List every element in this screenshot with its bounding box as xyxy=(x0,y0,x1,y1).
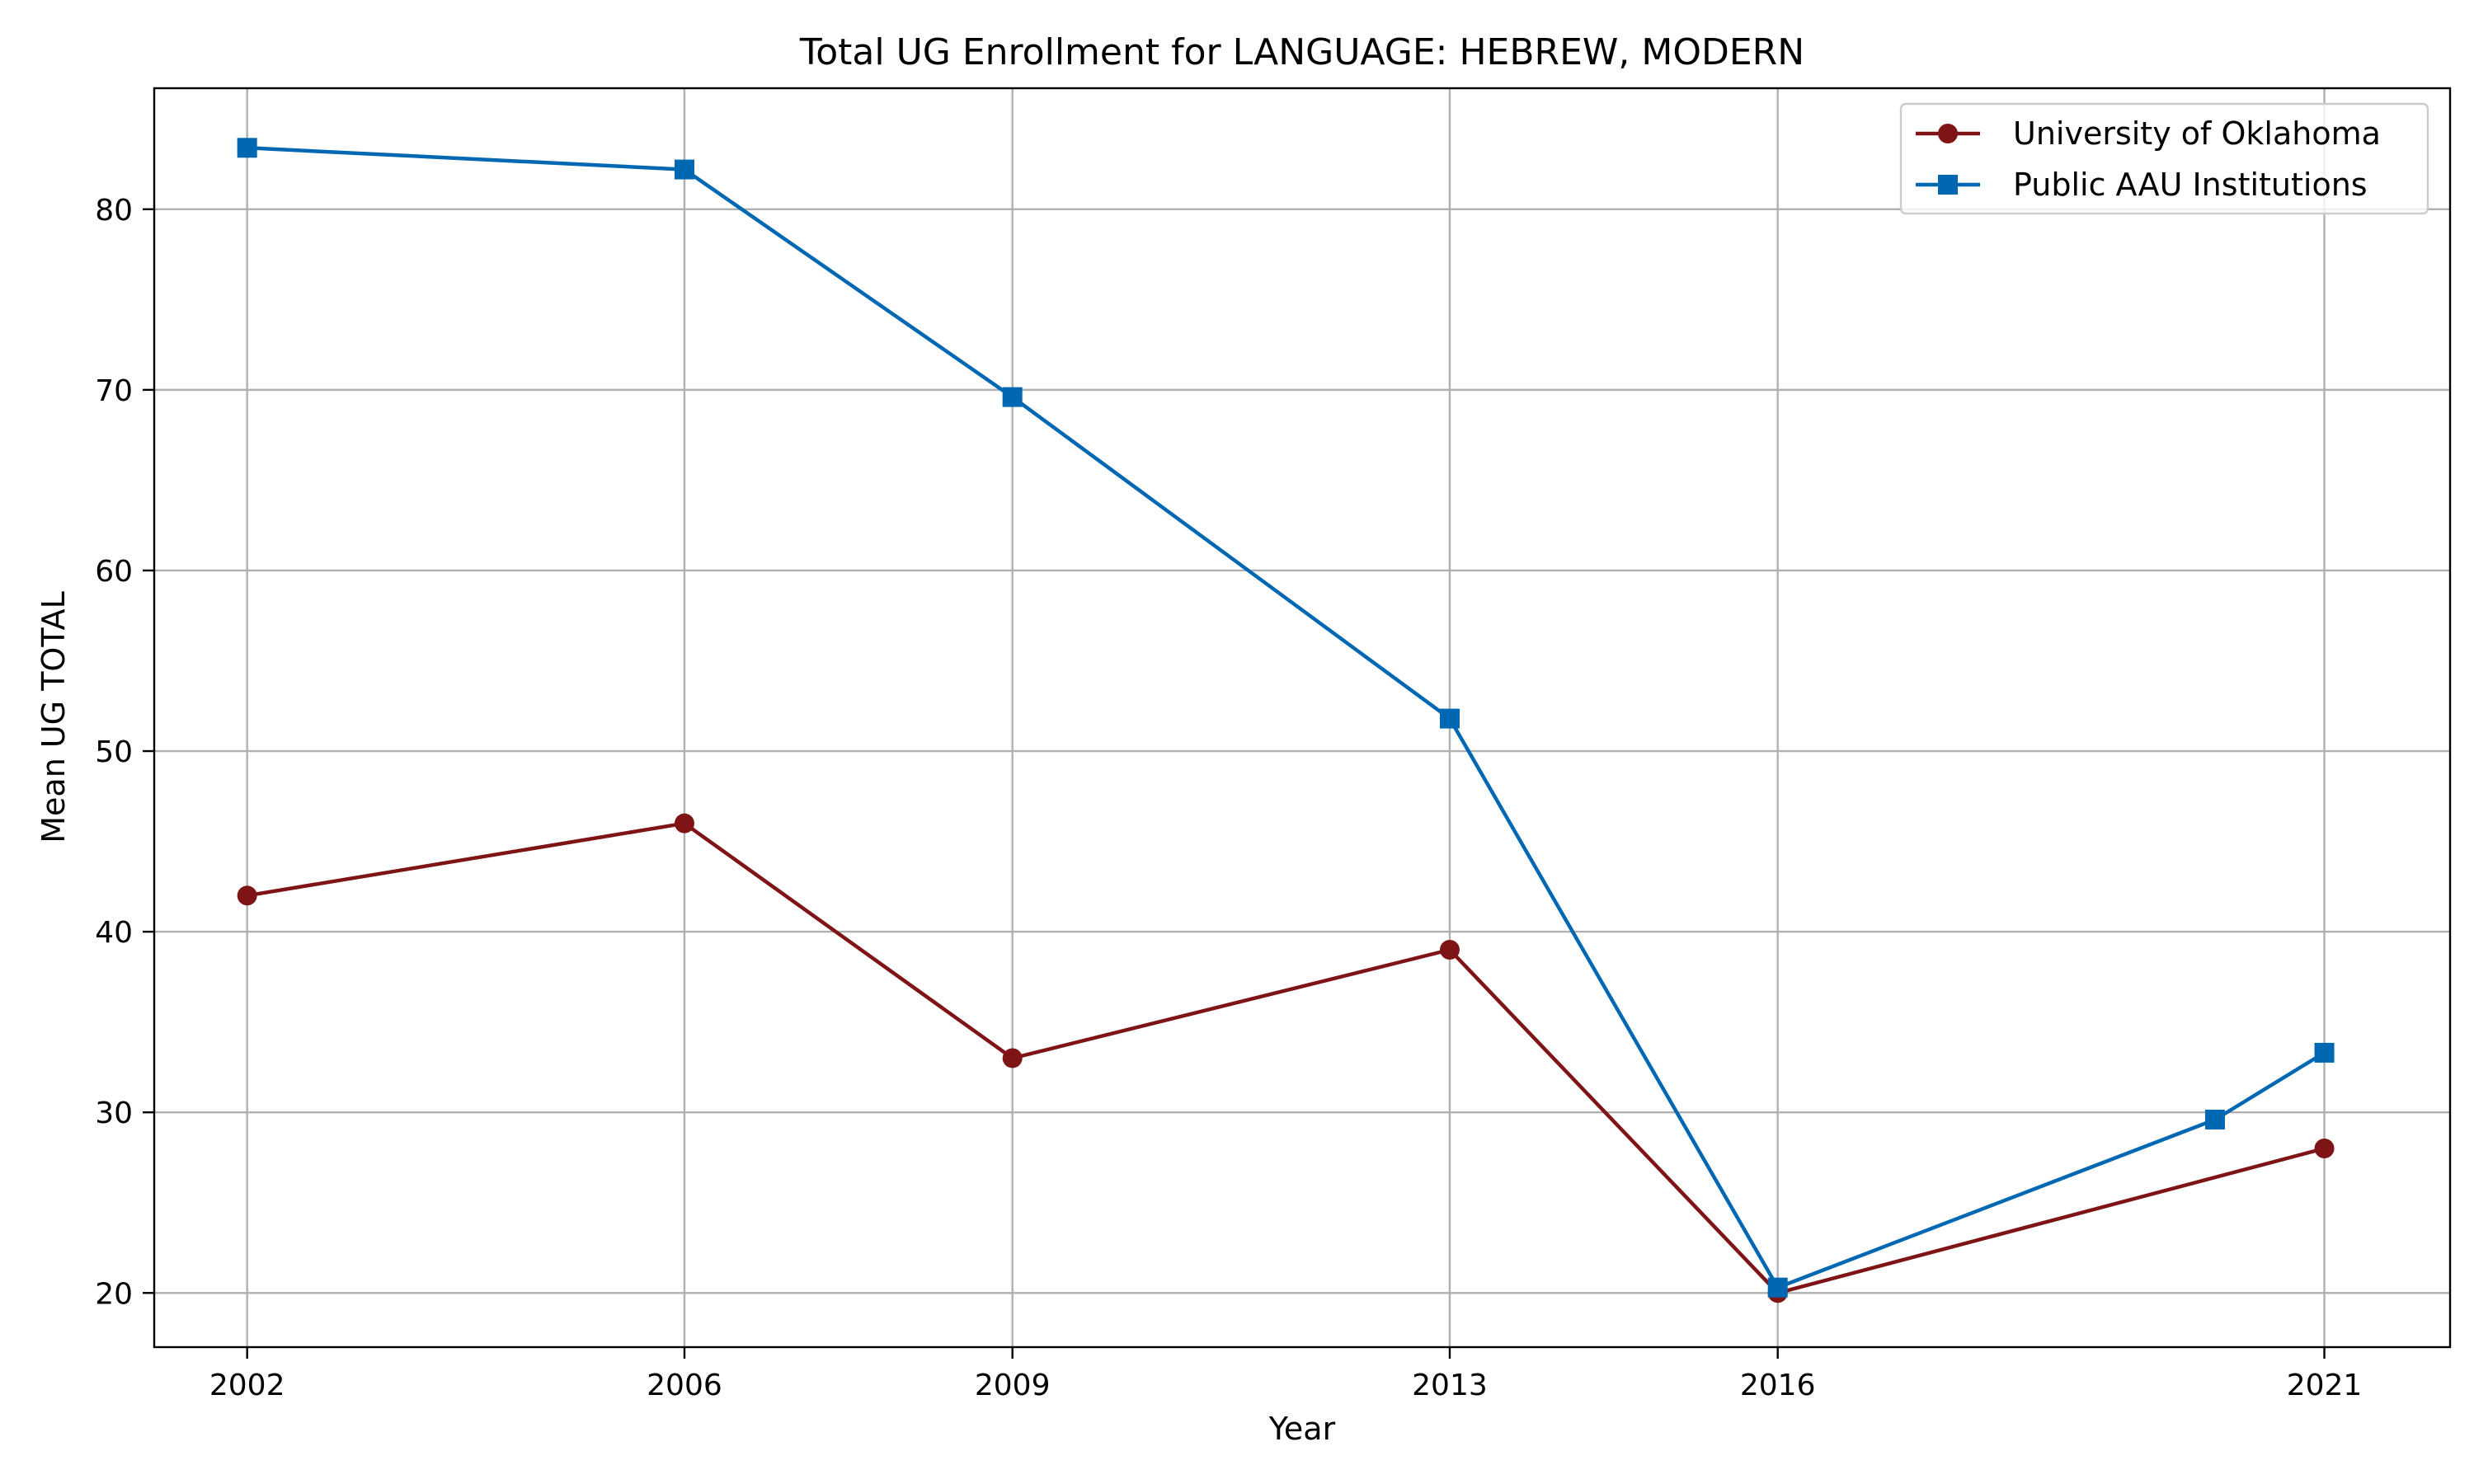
data-point xyxy=(237,138,257,158)
data-point xyxy=(1002,1048,1023,1068)
series-line xyxy=(247,821,2326,1295)
legend-item: Public AAU Institutions xyxy=(1916,167,2368,203)
data-point xyxy=(674,813,694,834)
legend-label: University of Oklahoma xyxy=(2013,115,2381,152)
y-tick-label: 40 xyxy=(95,916,133,950)
legend-swatch-marker xyxy=(1938,124,1958,143)
plot-frame xyxy=(153,87,2452,1349)
x-tick-label: 2006 xyxy=(647,1369,722,1402)
data-point xyxy=(2204,1109,2225,1129)
data-point xyxy=(2314,1042,2335,1063)
x-tick-label: 2013 xyxy=(1412,1369,1488,1402)
series-1 xyxy=(237,813,2335,1303)
axis-ticks: 2002 2006 2009 2013 2016 2021 20 30 40 50 60 70 80 xyxy=(95,194,2362,1402)
legend-item: University of Oklahoma xyxy=(1916,115,2381,152)
chart-title: Total UG Enrollment for LANGUAGE: HEBREW… xyxy=(799,31,1804,73)
data-point xyxy=(2314,1139,2335,1159)
legend-label: Public AAU Institutions xyxy=(2013,167,2368,203)
data-point xyxy=(1439,940,1460,960)
data-point xyxy=(1002,387,1023,407)
data-point xyxy=(1439,708,1460,729)
y-tick-label: 20 xyxy=(95,1277,133,1311)
series-layer xyxy=(237,138,2335,1303)
legend-swatch-marker xyxy=(1938,175,1958,195)
data-point xyxy=(1767,1277,1788,1298)
y-tick-label: 80 xyxy=(95,194,133,228)
y-tick-label: 50 xyxy=(95,735,133,769)
x-tick-label: 2002 xyxy=(209,1369,285,1402)
y-tick-label: 30 xyxy=(95,1097,133,1130)
y-tick-label: 60 xyxy=(95,555,133,589)
legend: University of Oklahoma Public AAU Institu… xyxy=(1899,102,2429,215)
x-axis-label: Year xyxy=(1268,1411,1336,1447)
data-point xyxy=(674,159,694,180)
series-2 xyxy=(237,138,2335,1298)
x-tick-label: 2016 xyxy=(1740,1369,1816,1402)
y-axis-label: Mean UG TOTAL xyxy=(35,591,72,843)
x-tick-label: 2009 xyxy=(975,1369,1051,1402)
data-point xyxy=(237,885,257,906)
x-tick-label: 2021 xyxy=(2287,1369,2363,1402)
legend-box xyxy=(1899,102,2429,215)
y-tick-label: 70 xyxy=(95,374,133,408)
